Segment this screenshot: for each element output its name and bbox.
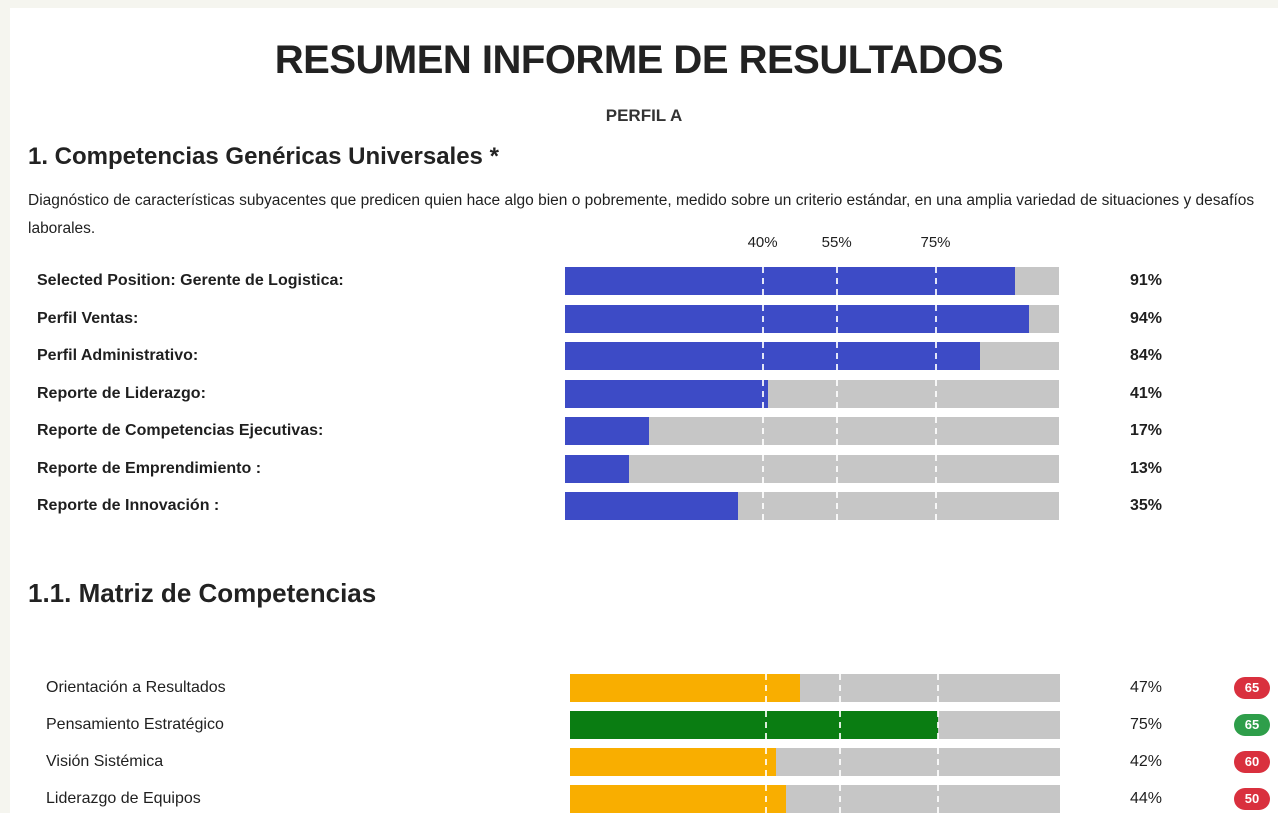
row-value: 84%: [1130, 347, 1163, 364]
row-label: Pensamiento Estratégico: [46, 716, 224, 733]
threshold-line: [761, 304, 764, 333]
report-subtitle: PERFIL A: [605, 106, 683, 125]
competency-bar: [570, 674, 801, 702]
threshold-line: [934, 454, 937, 483]
row-value: 44%: [1130, 790, 1163, 807]
threshold-line: [934, 379, 937, 408]
score-bar: [565, 379, 768, 408]
row-value: 47%: [1130, 679, 1163, 696]
threshold-line: [936, 711, 939, 739]
row-label: Visión Sistémica: [46, 753, 164, 770]
threshold-line: [835, 379, 838, 408]
bar-track: [570, 748, 1060, 776]
threshold-line: [761, 417, 764, 445]
score-badge: 65: [1234, 677, 1270, 699]
row-value: 91%: [1130, 272, 1163, 289]
competency-bar: [570, 748, 776, 776]
threshold-line: [765, 785, 767, 813]
section-heading: 1. Competencias Genéricas Universales *: [28, 143, 499, 170]
threshold-line: [835, 417, 838, 445]
threshold-line: [838, 674, 841, 702]
row-label: Reporte de Competencias Ejecutivas:: [37, 422, 324, 439]
row-value: 75%: [1130, 716, 1163, 733]
row-label: Reporte de Innovación :: [37, 497, 220, 514]
bar-track: [565, 492, 1059, 520]
threshold-line: [835, 304, 838, 333]
score-bar: [565, 304, 1030, 333]
threshold-line: [936, 748, 939, 776]
threshold-line: [838, 785, 841, 813]
row-label: Reporte de Emprendimiento :: [37, 459, 262, 477]
threshold-line: [761, 492, 764, 520]
threshold-line: [838, 748, 841, 776]
bar-track: [565, 417, 1059, 445]
row-label: Liderazgo de Equipos: [46, 790, 201, 807]
score-badge: 65: [1234, 714, 1270, 736]
row-value: 42%: [1130, 753, 1163, 770]
threshold-line: [934, 267, 937, 295]
bar-track: [570, 785, 1060, 813]
row-value: 35%: [1130, 497, 1163, 514]
threshold-line: [835, 342, 838, 370]
threshold-line: [765, 674, 767, 702]
score-badge: 50: [1234, 788, 1270, 810]
threshold-line: [761, 267, 764, 295]
section-heading: 1.1. Matriz de Competencias: [28, 578, 377, 608]
threshold-line: [835, 267, 838, 295]
score-bar: [565, 267, 1015, 295]
threshold-line: [936, 674, 939, 702]
row-value: 94%: [1130, 309, 1163, 327]
threshold-line: [838, 711, 841, 739]
threshold-line: [835, 492, 838, 520]
threshold-line: [934, 342, 937, 370]
score-bar: [565, 492, 738, 520]
report-title: RESUMEN INFORME DE RESULTADOS: [274, 38, 1004, 82]
score-bar: [565, 417, 649, 445]
row-label: Orientación a Resultados: [46, 679, 226, 696]
competency-bar: [570, 711, 938, 739]
row-label: Perfil Ventas:: [37, 309, 139, 327]
row-label: Perfil Administrativo:: [37, 347, 199, 364]
row-label: Selected Position: Gerente de Logistica:: [37, 272, 344, 289]
threshold-line: [934, 304, 937, 333]
threshold-line: [835, 454, 838, 483]
threshold-label: 75%: [920, 234, 951, 251]
threshold-line: [765, 711, 767, 739]
threshold-line: [936, 785, 939, 813]
bar-track: [565, 379, 1059, 408]
row-value: 13%: [1130, 459, 1163, 477]
row-value: 17%: [1130, 422, 1163, 439]
score-bar: [565, 454, 630, 483]
bar-track: [565, 267, 1059, 295]
bar-track: [565, 454, 1059, 483]
threshold-line: [934, 417, 937, 445]
bar-track: [570, 711, 1060, 739]
bar-track: [565, 304, 1059, 333]
section-description: Diagnóstico de características subyacent…: [28, 192, 1255, 237]
threshold-label: 55%: [821, 234, 852, 251]
threshold-line: [761, 454, 764, 483]
threshold-line: [934, 492, 937, 520]
threshold-label: 40%: [747, 234, 778, 251]
competency-bar: [570, 785, 786, 813]
bar-track: [565, 342, 1059, 370]
threshold-line: [761, 379, 764, 408]
bar-track: [570, 674, 1060, 702]
score-bar: [565, 342, 980, 370]
row-label: Reporte de Liderazgo:: [37, 384, 206, 402]
threshold-line: [761, 342, 764, 370]
row-value: 41%: [1130, 384, 1163, 402]
score-badge: 60: [1234, 751, 1270, 773]
threshold-line: [765, 748, 767, 776]
